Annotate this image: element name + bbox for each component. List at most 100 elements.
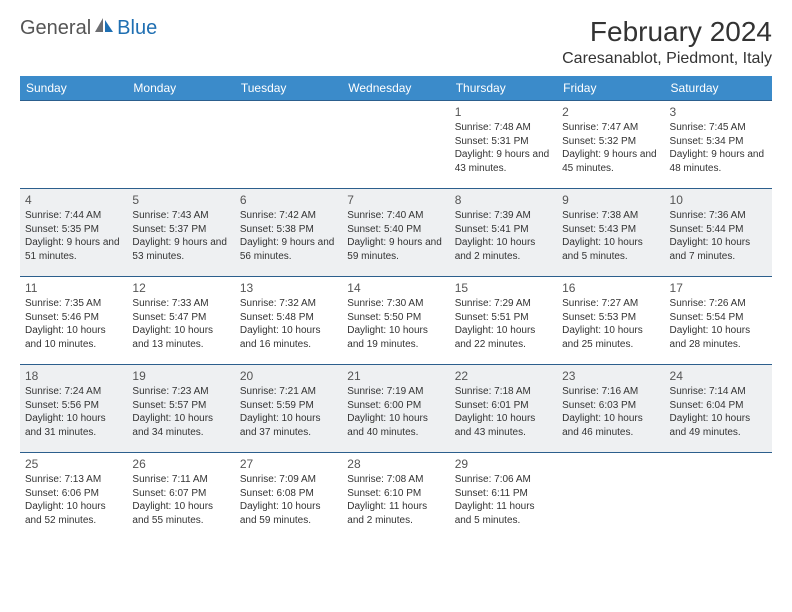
daylight-line: Daylight: 11 hours and 2 minutes. bbox=[347, 500, 444, 527]
sail-icon bbox=[93, 16, 115, 41]
day-header: Wednesday bbox=[342, 76, 449, 101]
sunset-line: Sunset: 6:03 PM bbox=[562, 399, 659, 413]
sunrise-line: Sunrise: 7:40 AM bbox=[347, 209, 444, 223]
calendar-row: 11Sunrise: 7:35 AMSunset: 5:46 PMDayligh… bbox=[20, 277, 772, 365]
daylight-line: Daylight: 10 hours and 37 minutes. bbox=[240, 412, 337, 439]
day-number: 9 bbox=[562, 192, 659, 208]
sunset-line: Sunset: 6:04 PM bbox=[670, 399, 767, 413]
day-number: 1 bbox=[455, 104, 552, 120]
sunset-line: Sunset: 5:54 PM bbox=[670, 311, 767, 325]
day-number: 24 bbox=[670, 368, 767, 384]
calendar-cell: 17Sunrise: 7:26 AMSunset: 5:54 PMDayligh… bbox=[665, 277, 772, 365]
sunrise-line: Sunrise: 7:42 AM bbox=[240, 209, 337, 223]
day-number: 29 bbox=[455, 456, 552, 472]
sunrise-line: Sunrise: 7:44 AM bbox=[25, 209, 122, 223]
calendar-cell: 4Sunrise: 7:44 AMSunset: 5:35 PMDaylight… bbox=[20, 189, 127, 277]
day-header-row: SundayMondayTuesdayWednesdayThursdayFrid… bbox=[20, 76, 772, 101]
daylight-line: Daylight: 10 hours and 10 minutes. bbox=[25, 324, 122, 351]
daylight-line: Daylight: 10 hours and 34 minutes. bbox=[132, 412, 229, 439]
calendar-cell: 27Sunrise: 7:09 AMSunset: 6:08 PMDayligh… bbox=[235, 453, 342, 541]
location: Caresanablot, Piedmont, Italy bbox=[562, 50, 772, 68]
sunset-line: Sunset: 6:10 PM bbox=[347, 487, 444, 501]
calendar-cell: 9Sunrise: 7:38 AMSunset: 5:43 PMDaylight… bbox=[557, 189, 664, 277]
sunrise-line: Sunrise: 7:30 AM bbox=[347, 297, 444, 311]
calendar-cell: 23Sunrise: 7:16 AMSunset: 6:03 PMDayligh… bbox=[557, 365, 664, 453]
daylight-line: Daylight: 9 hours and 51 minutes. bbox=[25, 236, 122, 263]
calendar-cell: 6Sunrise: 7:42 AMSunset: 5:38 PMDaylight… bbox=[235, 189, 342, 277]
daylight-line: Daylight: 9 hours and 48 minutes. bbox=[670, 148, 767, 175]
calendar-row: 18Sunrise: 7:24 AMSunset: 5:56 PMDayligh… bbox=[20, 365, 772, 453]
daylight-line: Daylight: 10 hours and 13 minutes. bbox=[132, 324, 229, 351]
calendar-cell: 12Sunrise: 7:33 AMSunset: 5:47 PMDayligh… bbox=[127, 277, 234, 365]
daylight-line: Daylight: 9 hours and 45 minutes. bbox=[562, 148, 659, 175]
day-number: 18 bbox=[25, 368, 122, 384]
daylight-line: Daylight: 10 hours and 22 minutes. bbox=[455, 324, 552, 351]
sunrise-line: Sunrise: 7:48 AM bbox=[455, 121, 552, 135]
sunrise-line: Sunrise: 7:06 AM bbox=[455, 473, 552, 487]
calendar-cell: 24Sunrise: 7:14 AMSunset: 6:04 PMDayligh… bbox=[665, 365, 772, 453]
day-number: 3 bbox=[670, 104, 767, 120]
calendar-cell-empty bbox=[235, 101, 342, 189]
calendar-cell: 13Sunrise: 7:32 AMSunset: 5:48 PMDayligh… bbox=[235, 277, 342, 365]
sunrise-line: Sunrise: 7:16 AM bbox=[562, 385, 659, 399]
calendar-cell: 20Sunrise: 7:21 AMSunset: 5:59 PMDayligh… bbox=[235, 365, 342, 453]
sunset-line: Sunset: 5:43 PM bbox=[562, 223, 659, 237]
daylight-line: Daylight: 9 hours and 53 minutes. bbox=[132, 236, 229, 263]
calendar-cell: 22Sunrise: 7:18 AMSunset: 6:01 PMDayligh… bbox=[450, 365, 557, 453]
calendar-cell: 28Sunrise: 7:08 AMSunset: 6:10 PMDayligh… bbox=[342, 453, 449, 541]
sunrise-line: Sunrise: 7:26 AM bbox=[670, 297, 767, 311]
daylight-line: Daylight: 10 hours and 19 minutes. bbox=[347, 324, 444, 351]
sunrise-line: Sunrise: 7:32 AM bbox=[240, 297, 337, 311]
calendar-cell: 21Sunrise: 7:19 AMSunset: 6:00 PMDayligh… bbox=[342, 365, 449, 453]
calendar-cell-empty bbox=[665, 453, 772, 541]
daylight-line: Daylight: 10 hours and 40 minutes. bbox=[347, 412, 444, 439]
daylight-line: Daylight: 9 hours and 43 minutes. bbox=[455, 148, 552, 175]
sunset-line: Sunset: 5:32 PM bbox=[562, 135, 659, 149]
day-number: 26 bbox=[132, 456, 229, 472]
calendar-cell: 29Sunrise: 7:06 AMSunset: 6:11 PMDayligh… bbox=[450, 453, 557, 541]
day-number: 22 bbox=[455, 368, 552, 384]
day-number: 2 bbox=[562, 104, 659, 120]
sunset-line: Sunset: 5:40 PM bbox=[347, 223, 444, 237]
day-number: 4 bbox=[25, 192, 122, 208]
calendar-cell: 11Sunrise: 7:35 AMSunset: 5:46 PMDayligh… bbox=[20, 277, 127, 365]
calendar-cell: 7Sunrise: 7:40 AMSunset: 5:40 PMDaylight… bbox=[342, 189, 449, 277]
calendar-cell-empty bbox=[342, 101, 449, 189]
calendar-cell-empty bbox=[127, 101, 234, 189]
daylight-line: Daylight: 10 hours and 49 minutes. bbox=[670, 412, 767, 439]
calendar-cell: 14Sunrise: 7:30 AMSunset: 5:50 PMDayligh… bbox=[342, 277, 449, 365]
daylight-line: Daylight: 10 hours and 16 minutes. bbox=[240, 324, 337, 351]
sunrise-line: Sunrise: 7:29 AM bbox=[455, 297, 552, 311]
sunset-line: Sunset: 5:59 PM bbox=[240, 399, 337, 413]
daylight-line: Daylight: 10 hours and 55 minutes. bbox=[132, 500, 229, 527]
day-header: Friday bbox=[557, 76, 664, 101]
day-header: Tuesday bbox=[235, 76, 342, 101]
day-number: 19 bbox=[132, 368, 229, 384]
calendar-row: 1Sunrise: 7:48 AMSunset: 5:31 PMDaylight… bbox=[20, 101, 772, 189]
sunrise-line: Sunrise: 7:38 AM bbox=[562, 209, 659, 223]
logo-text-blue: Blue bbox=[117, 17, 157, 40]
calendar-cell: 15Sunrise: 7:29 AMSunset: 5:51 PMDayligh… bbox=[450, 277, 557, 365]
daylight-line: Daylight: 10 hours and 52 minutes. bbox=[25, 500, 122, 527]
day-header: Saturday bbox=[665, 76, 772, 101]
day-number: 7 bbox=[347, 192, 444, 208]
calendar-cell: 10Sunrise: 7:36 AMSunset: 5:44 PMDayligh… bbox=[665, 189, 772, 277]
daylight-line: Daylight: 10 hours and 28 minutes. bbox=[670, 324, 767, 351]
day-number: 17 bbox=[670, 280, 767, 296]
sunset-line: Sunset: 6:06 PM bbox=[25, 487, 122, 501]
sunset-line: Sunset: 5:56 PM bbox=[25, 399, 122, 413]
daylight-line: Daylight: 10 hours and 43 minutes. bbox=[455, 412, 552, 439]
day-number: 16 bbox=[562, 280, 659, 296]
sunset-line: Sunset: 5:37 PM bbox=[132, 223, 229, 237]
daylight-line: Daylight: 10 hours and 5 minutes. bbox=[562, 236, 659, 263]
sunset-line: Sunset: 5:48 PM bbox=[240, 311, 337, 325]
sunrise-line: Sunrise: 7:33 AM bbox=[132, 297, 229, 311]
daylight-line: Daylight: 10 hours and 2 minutes. bbox=[455, 236, 552, 263]
sunset-line: Sunset: 5:46 PM bbox=[25, 311, 122, 325]
calendar-cell: 2Sunrise: 7:47 AMSunset: 5:32 PMDaylight… bbox=[557, 101, 664, 189]
day-number: 10 bbox=[670, 192, 767, 208]
logo-text-general: General bbox=[20, 17, 91, 40]
calendar-cell-empty bbox=[20, 101, 127, 189]
day-number: 15 bbox=[455, 280, 552, 296]
sunset-line: Sunset: 5:50 PM bbox=[347, 311, 444, 325]
